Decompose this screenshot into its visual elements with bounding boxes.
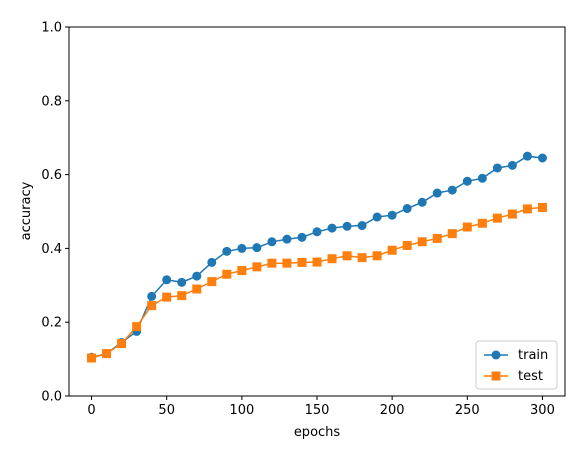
test-data-point: [162, 292, 172, 302]
y-tick-label: 0.0: [41, 390, 62, 405]
train-data-point: [432, 188, 442, 198]
test-data-point: [207, 277, 217, 287]
test-data-point: [282, 258, 292, 268]
y-axis: 0.0 0.2 0.4 0.6 0.8 1.0: [41, 21, 69, 405]
train-data-point: [462, 176, 472, 186]
x-tick-label: 150: [305, 403, 330, 418]
x-tick-label: 250: [455, 403, 480, 418]
train-data-point: [342, 221, 352, 231]
test-data-point: [387, 245, 397, 255]
x-tick-label: 300: [530, 403, 555, 418]
train-data-point: [312, 227, 322, 237]
test-data-point: [507, 209, 517, 219]
train-data-point: [177, 277, 187, 287]
test-data-point: [87, 353, 97, 363]
test-data-point: [147, 301, 157, 311]
train-data-point: [357, 221, 367, 231]
test-data-point: [537, 202, 547, 212]
test-data-point: [462, 222, 472, 232]
y-tick-label: 0.4: [41, 242, 62, 257]
legend-test-marker: [491, 371, 501, 381]
train-data-point: [282, 234, 292, 244]
test-data-point: [237, 266, 247, 276]
train-data-point: [402, 204, 412, 214]
train-data-point: [537, 153, 547, 163]
train-data-point: [207, 257, 217, 267]
test-data-point: [417, 237, 427, 247]
test-data-point: [132, 322, 142, 332]
x-tick-label: 100: [229, 403, 254, 418]
y-tick-label: 0.2: [41, 316, 62, 331]
train-data-point: [387, 210, 397, 220]
test-data-point: [357, 253, 367, 263]
train-data-point: [507, 160, 517, 170]
train-data-point: [252, 243, 262, 253]
series-layer: [87, 151, 547, 363]
x-tick-label: 0: [87, 403, 95, 418]
x-axis-label: epochs: [294, 425, 341, 440]
train-data-point: [237, 243, 247, 253]
train-data-point: [192, 271, 202, 281]
train-series-line: [91, 155, 543, 359]
train-data-point: [222, 246, 232, 256]
train-data-point: [372, 212, 382, 222]
test-data-point: [342, 251, 352, 261]
legend: train test: [475, 340, 558, 390]
test-data-point: [327, 254, 337, 264]
test-data-point: [477, 218, 487, 228]
y-tick-label: 1.0: [41, 21, 62, 36]
test-data-point: [372, 251, 382, 261]
test-data-point: [447, 229, 457, 239]
test-data-point: [267, 258, 277, 268]
x-tick-label: 200: [380, 403, 405, 418]
train-data-point: [477, 173, 487, 183]
legend-train-label: train: [518, 348, 548, 363]
train-data-point: [162, 275, 172, 285]
train-data-point: [492, 163, 502, 173]
train-data-point: [297, 232, 307, 242]
test-data-point: [492, 213, 502, 223]
y-axis-label: accuracy: [19, 181, 34, 240]
y-tick-label: 0.6: [41, 168, 62, 183]
test-data-point: [117, 339, 127, 349]
train-data-point: [417, 197, 427, 207]
test-data-point: [252, 262, 262, 272]
test-data-point: [297, 257, 307, 267]
x-tick-label: 50: [158, 403, 175, 418]
train-data-point: [447, 185, 457, 195]
test-data-point: [402, 240, 412, 250]
train-data-point: [147, 291, 157, 301]
test-data-point: [192, 284, 202, 294]
test-data-point: [312, 257, 322, 267]
test-data-point: [102, 349, 112, 359]
legend-test-label: test: [518, 369, 543, 384]
legend-train-marker: [491, 350, 501, 360]
x-axis: 0 50 100 150 200 250 300: [87, 396, 555, 418]
train-data-point: [522, 151, 532, 161]
test-data-point: [432, 233, 442, 243]
test-data-point: [522, 204, 532, 214]
test-data-point: [222, 269, 232, 279]
test-data-point: [177, 291, 187, 301]
train-data-point: [267, 237, 277, 247]
train-data-point: [327, 223, 337, 233]
y-tick-label: 0.8: [41, 94, 62, 109]
